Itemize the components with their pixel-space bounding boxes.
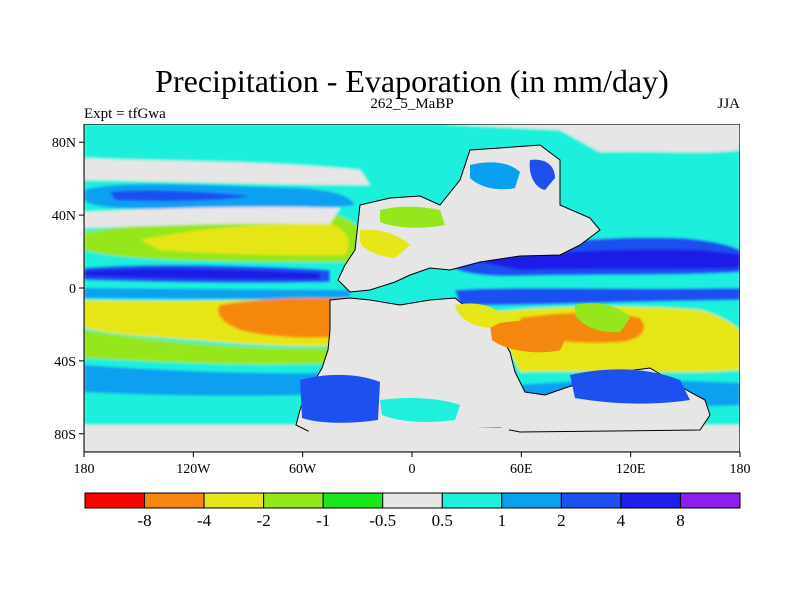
north-pacific-gray <box>84 158 370 185</box>
colorbar-label: 1 <box>498 511 507 530</box>
subtropic-north-core <box>140 223 349 256</box>
colorbar-swatch <box>501 492 562 509</box>
pangea-southern-gray <box>308 425 510 436</box>
colorbar <box>84 492 741 509</box>
continents <box>295 144 711 436</box>
colorbar-label: 8 <box>676 511 685 530</box>
pme-field <box>84 124 740 452</box>
x-tick-label: 0 <box>409 462 416 477</box>
colorbar-label: -8 <box>137 511 151 530</box>
period-label: 262_5_MaBP <box>370 96 453 112</box>
x-ticks: 180 120W 60W 0 60E 120E 180 <box>74 452 751 477</box>
chart-title: Precipitation - Evaporation (in mm/day) <box>155 63 669 99</box>
colorbar-swatch <box>441 492 503 509</box>
pangea-south-orange <box>490 320 570 353</box>
north-pacific-deep <box>110 190 250 202</box>
experiment-label: Expt = tfGwa <box>84 106 166 122</box>
colorbar-label: -2 <box>257 511 271 530</box>
equator-stripe-blue <box>84 288 350 300</box>
colorbar-swatch <box>144 492 205 509</box>
x-axis: 180 120W 60W 0 60E 120E 180 <box>74 451 751 477</box>
y-axis: 80N 40N 0 40S 80S <box>52 124 85 452</box>
colorbar-swatch <box>560 492 622 509</box>
x-tick-label: 180 <box>730 462 751 477</box>
north-gray-mid <box>84 206 340 228</box>
y-ticks: 80N 40N 0 40S 80S <box>52 136 84 443</box>
pangea-southeast-blue <box>570 369 690 404</box>
pangea-south-cyan <box>380 397 460 423</box>
gray-north-east <box>440 124 740 153</box>
pangea-north-yellow <box>360 229 410 258</box>
x-tick-label: 60W <box>289 462 317 477</box>
season-label: JJA <box>717 96 740 112</box>
pangea-south-yellow <box>455 303 505 328</box>
map-plot <box>84 124 740 452</box>
colorbar-labels: -8 -4 -2 -1 -0.5 0.5 1 2 4 8 <box>137 511 684 530</box>
pangea-north-green <box>380 206 445 228</box>
tropics-south-orange <box>218 297 350 338</box>
colorbar-swatch <box>382 492 443 509</box>
colorbar-label: -1 <box>316 511 330 530</box>
southern-green <box>84 330 355 365</box>
y-tick-label: 80S <box>54 428 76 443</box>
east-equator-blue <box>455 288 740 306</box>
colorbar-swatch <box>84 492 146 509</box>
colorbar-swatch <box>203 492 265 509</box>
itcz-core <box>84 268 320 280</box>
pangea-south-green <box>575 303 630 333</box>
colorbar-swatch <box>322 492 384 509</box>
y-tick-label: 80N <box>52 136 76 151</box>
pangea-south-blue <box>300 374 380 423</box>
colorbar-label: -4 <box>197 511 212 530</box>
x-tick-label: 60E <box>510 462 533 477</box>
colorbar-label: 2 <box>557 511 566 530</box>
x-tick-label: 120E <box>616 462 646 477</box>
colorbar-label: -0.5 <box>369 511 396 530</box>
colorbar-swatch <box>679 492 741 509</box>
x-tick-label: 120W <box>176 462 211 477</box>
pangea-interior-blue-2 <box>529 159 555 190</box>
colorbar-swatch <box>620 492 681 509</box>
pangea-interior-blue <box>470 162 520 190</box>
y-tick-label: 40N <box>52 209 76 224</box>
y-tick-label: 40S <box>54 355 76 370</box>
colorbar-label: 0.5 <box>432 511 453 530</box>
colorbar-swatch <box>263 492 324 509</box>
x-tick-label: 180 <box>74 462 95 477</box>
colorbar-label: 4 <box>617 511 626 530</box>
y-tick-label: 0 <box>69 282 76 297</box>
